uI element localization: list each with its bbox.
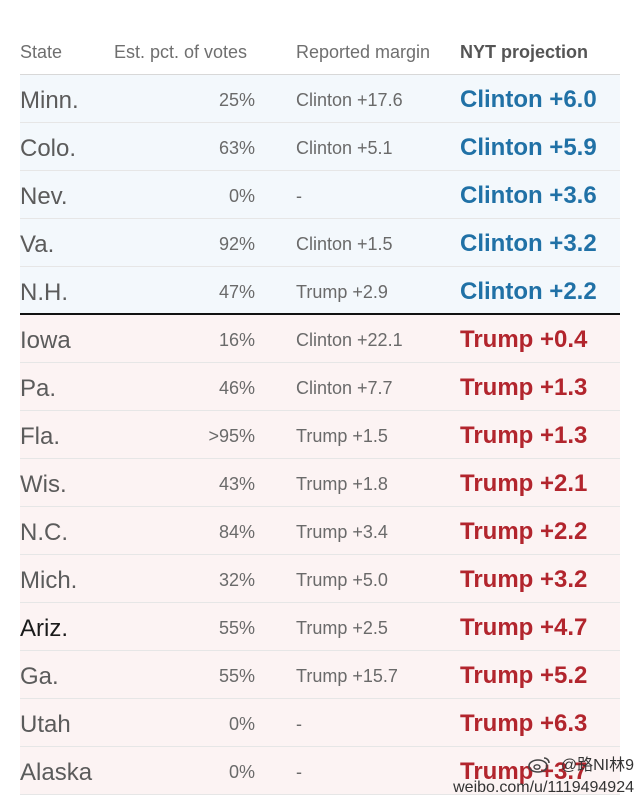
reported-margin: Clinton +17.6 (296, 90, 403, 110)
projection-table: State Est. pct. of votes Reported margin… (20, 30, 620, 795)
reported-margin: Trump +5.0 (296, 570, 388, 590)
table-row: N.C. 84% Trump +3.4 Trump +2.2 (20, 507, 620, 555)
table-row: Ga. 55% Trump +15.7 Trump +5.2 (20, 651, 620, 699)
pct-votes: 92% (218, 234, 255, 254)
weibo-watermark: @路NI林9 weibo.com/u/1119494924 (453, 755, 634, 799)
pct-votes: 0% (228, 186, 255, 206)
header-pct: Est. pct. of votes (114, 42, 248, 62)
reported-margin: Trump +15.7 (296, 666, 398, 686)
state-name: N.C. (20, 519, 68, 546)
pct-votes: 0% (228, 714, 255, 734)
header-margin: Reported margin (296, 42, 431, 62)
state-name: Nev. (20, 183, 68, 210)
pct-votes: 47% (218, 282, 255, 302)
nyt-projection: Trump +3.7 (460, 758, 588, 785)
nyt-projection: Clinton +2.2 (460, 278, 597, 305)
state-name: Pa. (20, 375, 57, 402)
table-row: Pa. 46% Clinton +7.7 Trump +1.3 (20, 363, 620, 411)
reported-margin: Trump +2.9 (296, 282, 388, 302)
nyt-projection: Trump +3.2 (460, 566, 588, 593)
table-row: Utah 0% - Trump +6.3 (20, 699, 620, 747)
nyt-projection: Trump +1.3 (460, 422, 588, 449)
nyt-projection: Trump +0.4 (460, 326, 588, 353)
table-row: Iowa 16% Clinton +22.1 Trump +0.4 (20, 315, 620, 363)
table-row: Nev. 0% - Clinton +3.6 (20, 171, 620, 219)
header-state: State (20, 42, 63, 62)
reported-margin: Clinton +22.1 (296, 330, 403, 350)
nyt-projection: Trump +2.1 (460, 470, 588, 497)
reported-margin: Clinton +5.1 (296, 138, 393, 158)
state-name: Ariz. (20, 615, 68, 642)
state-name: N.H. (20, 279, 68, 306)
state-name: Wis. (20, 471, 67, 498)
table-row: Colo. 63% Clinton +5.1 Clinton +5.9 (20, 123, 620, 171)
pct-votes: 32% (218, 570, 255, 590)
state-name: Utah (20, 711, 71, 738)
header-projection: NYT projection (460, 42, 589, 62)
table-row: Minn. 25% Clinton +17.6 Clinton +6.0 (20, 75, 620, 123)
table-row: Ariz. 55% Trump +2.5 Trump +4.7 (20, 603, 620, 651)
reported-margin: Clinton +1.5 (296, 234, 393, 254)
nyt-projection: Clinton +6.0 (460, 86, 597, 113)
table-row: Mich. 32% Trump +5.0 Trump +3.2 (20, 555, 620, 603)
table-row: Va. 92% Clinton +1.5 Clinton +3.2 (20, 219, 620, 267)
pct-votes: 0% (228, 762, 255, 782)
reported-margin: - (296, 714, 302, 734)
state-name: Colo. (20, 135, 77, 162)
state-name: Va. (20, 231, 55, 258)
state-name: Iowa (20, 327, 71, 354)
reported-margin: - (296, 186, 302, 206)
state-name: Minn. (20, 87, 79, 114)
pct-votes: 55% (218, 666, 255, 686)
nyt-projection: Clinton +5.9 (460, 134, 597, 161)
pct-votes: 25% (218, 90, 255, 110)
nyt-projection: Trump +5.2 (460, 662, 588, 689)
nyt-projection: Trump +6.3 (460, 710, 588, 737)
reported-margin: Trump +2.5 (296, 618, 388, 638)
nyt-projection: Clinton +3.6 (460, 182, 597, 209)
nyt-projection: Clinton +3.2 (460, 230, 597, 257)
watermark-handle-line: @路NI林9 (453, 755, 634, 777)
pct-votes: 84% (218, 522, 255, 542)
reported-margin: Trump +1.8 (296, 474, 388, 494)
state-name: Fla. (20, 423, 61, 450)
state-name: Ga. (20, 663, 59, 690)
weibo-logo-icon (528, 757, 551, 773)
nyt-projection: Trump +4.7 (460, 614, 588, 641)
pct-votes: >95% (208, 426, 255, 446)
watermark-handle: @路NI林9 (560, 757, 634, 774)
table-row: N.H. 47% Trump +2.9 Clinton +2.2 (20, 267, 620, 315)
watermark-url: weibo.com/u/1119494924 (453, 779, 634, 796)
pct-votes: 16% (218, 330, 255, 350)
pct-votes: 55% (218, 618, 255, 638)
state-name: Mich. (20, 567, 78, 594)
state-name: Alaska (20, 759, 93, 786)
reported-margin: Trump +3.4 (296, 522, 388, 542)
reported-margin: Trump +1.5 (296, 426, 388, 446)
table-header: State Est. pct. of votes Reported margin… (20, 30, 620, 75)
table-row: Fla. >95% Trump +1.5 Trump +1.3 (20, 411, 620, 459)
nyt-projection: Trump +1.3 (460, 374, 588, 401)
pct-votes: 43% (218, 474, 255, 494)
reported-margin: Clinton +7.7 (296, 378, 393, 398)
reported-margin: - (296, 762, 302, 782)
pct-votes: 46% (218, 378, 255, 398)
nyt-projection: Trump +2.2 (460, 518, 588, 545)
table-row: Wis. 43% Trump +1.8 Trump +2.1 (20, 459, 620, 507)
pct-votes: 63% (218, 138, 255, 158)
table-row: Alaska 0% - Trump +3.7 (20, 747, 620, 795)
